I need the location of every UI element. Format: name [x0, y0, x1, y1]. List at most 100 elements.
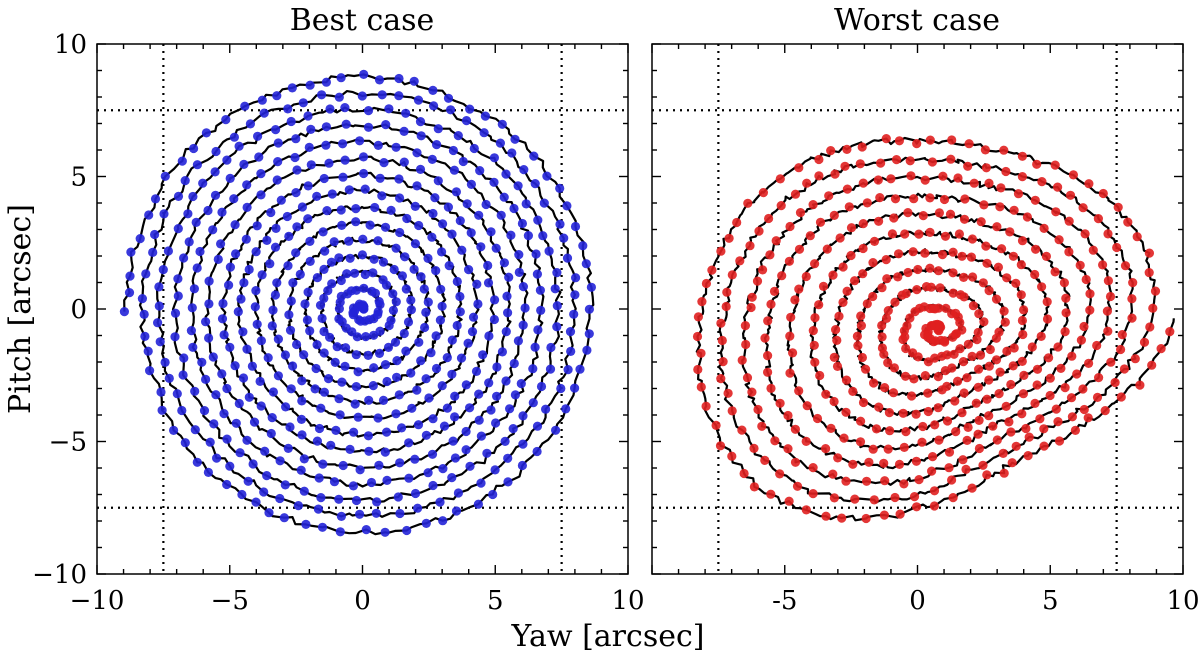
data-point-475	[513, 181, 523, 191]
data-point-252	[883, 444, 893, 454]
data-point-81	[300, 299, 310, 309]
data-point-135	[948, 247, 958, 257]
data-point-529	[541, 404, 551, 414]
data-point-540	[539, 198, 549, 208]
data-point-258	[359, 168, 369, 179]
data-point-450	[1092, 392, 1103, 402]
data-point-172	[1030, 269, 1040, 280]
data-point-633	[177, 156, 187, 166]
data-point-527	[518, 439, 528, 449]
data-point-476	[501, 169, 511, 179]
data-point-226	[959, 214, 970, 224]
data-point-330	[1080, 229, 1090, 239]
data-point-81	[947, 363, 957, 373]
data-point-369	[229, 194, 239, 204]
data-point-391	[1120, 261, 1131, 271]
data-point-243	[471, 366, 482, 376]
data-point-543	[507, 148, 517, 158]
data-point-481	[794, 163, 804, 173]
data-point-623	[336, 73, 346, 83]
data-point-244	[785, 368, 795, 378]
data-point-514	[982, 470, 992, 480]
data-point-316	[242, 202, 252, 212]
data-point-254	[430, 193, 440, 203]
data-point-417	[745, 241, 755, 251]
data-point-418	[416, 131, 426, 141]
data-point-557	[259, 108, 269, 118]
data-point-257	[375, 173, 385, 183]
data-point-69	[881, 313, 892, 323]
data-point-106	[856, 321, 867, 331]
data-point-95	[948, 268, 958, 278]
data-point-197	[447, 369, 457, 379]
data-point-311	[324, 158, 334, 168]
data-point-465	[545, 364, 556, 374]
worst-case-plot-area	[652, 44, 1183, 574]
data-point-162	[455, 307, 465, 317]
data-point-361	[355, 136, 365, 146]
data-point-424	[718, 357, 728, 367]
data-point-526	[1156, 344, 1166, 354]
data-point-477	[489, 153, 499, 163]
data-point-89	[999, 306, 1009, 316]
data-point-161	[452, 320, 462, 331]
data-point-333	[338, 460, 348, 471]
data-point-403	[946, 154, 956, 164]
data-point-70	[877, 320, 887, 331]
data-point-374	[189, 284, 199, 294]
data-point-381	[219, 409, 229, 419]
data-point-238	[413, 420, 424, 430]
data-point-602	[582, 345, 592, 355]
data-point-158	[923, 406, 933, 417]
data-point-208	[982, 394, 992, 404]
data-point-82	[958, 357, 969, 367]
data-point-497	[711, 420, 721, 430]
data-point-174	[1008, 251, 1019, 261]
data-point-609	[562, 201, 572, 211]
data-point-64	[912, 285, 922, 295]
data-point-452	[1119, 364, 1129, 374]
data-point-191	[353, 412, 363, 422]
data-point-419	[399, 126, 409, 136]
data-point-614	[497, 119, 507, 129]
data-point-331	[1064, 216, 1074, 226]
data-point-313	[962, 435, 972, 445]
data-point-189	[818, 281, 829, 291]
data-point-90	[380, 360, 391, 370]
data-point-628	[257, 95, 267, 105]
data-point-186	[846, 250, 856, 261]
data-point-51	[327, 279, 337, 289]
data-point-348	[795, 208, 806, 218]
data-point-400	[1001, 166, 1011, 177]
data-point-500	[154, 282, 164, 292]
data-point-51	[955, 344, 965, 354]
data-point-513	[967, 483, 977, 493]
data-point-479	[453, 131, 463, 141]
data-point-305	[433, 176, 443, 186]
data-point-182	[250, 302, 260, 312]
data-point-533	[565, 327, 576, 337]
data-point-253	[443, 202, 453, 212]
data-point-521	[413, 503, 423, 513]
data-point-640	[124, 288, 135, 298]
data-point-463	[528, 398, 538, 408]
data-point-523	[453, 488, 463, 498]
data-point-422	[716, 318, 726, 328]
data-point-391	[382, 475, 392, 485]
data-point-280	[297, 430, 307, 440]
data-point-167	[427, 232, 437, 242]
data-point-383	[242, 435, 252, 445]
data-point-99	[903, 267, 913, 278]
data-point-201	[885, 426, 895, 436]
data-point-367	[256, 169, 266, 179]
data-point-442	[199, 406, 210, 416]
data-point-301	[486, 227, 496, 237]
data-point-62	[374, 348, 385, 358]
data-point-152	[350, 399, 360, 409]
data-point-74	[883, 358, 893, 368]
data-point-586	[335, 527, 345, 537]
data-point-484	[363, 106, 374, 116]
data-point-320	[204, 276, 214, 286]
data-point-53	[972, 335, 982, 345]
data-point-325	[1102, 306, 1112, 316]
